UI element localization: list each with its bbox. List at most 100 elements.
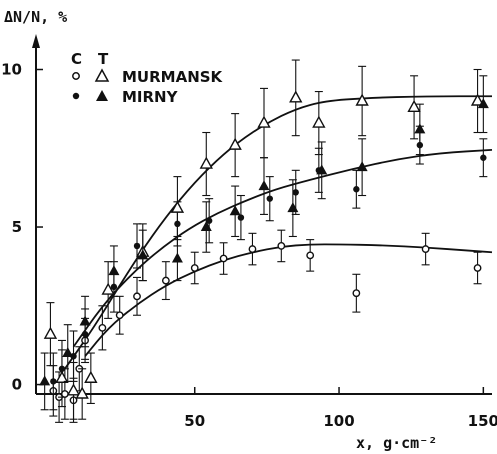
marker-open-triangle [84,370,98,383]
marker-filled-triangle [229,205,241,216]
point-filled-triangle [171,235,183,282]
legend-open-circle-icon [72,72,80,80]
y-tick-label: 5 [12,218,22,236]
point-filled-triangle [229,185,241,238]
marker-filled-triangle [477,98,489,109]
marker-filled-circle [70,352,77,360]
marker-open-triangle [228,137,242,150]
legend-open-triangle-icon [94,68,110,82]
x-tick-label: 50 [184,412,205,430]
marker-open-circle [133,292,141,301]
marker-filled-triangle [62,347,74,358]
point-open-circle [190,251,199,285]
marker-filled-circle [480,154,487,161]
point-open-triangle [289,59,303,137]
ticks: 50 100 150 0 5 10 [1,61,497,430]
y-axis-arrow [32,34,40,48]
marker-open-circle [60,390,69,398]
y-axis-label: ΔN/N, % [4,8,67,26]
point-open-triangle [470,68,485,134]
marker-open-circle [421,245,430,253]
point-open-triangle [84,352,98,405]
marker-open-circle [352,289,361,298]
point-open-triangle [101,261,115,319]
point-filled-triangle [414,103,426,156]
point-filled-triangle [62,324,74,382]
marker-open-triangle [101,282,115,295]
point-filled-circle [49,352,58,411]
point-open-triangle [75,368,89,420]
marker-open-circle [473,264,482,272]
marker-open-triangle [257,115,271,128]
point-open-triangle [55,349,69,408]
marker-open-triangle [66,383,81,396]
marker-filled-circle [266,195,273,202]
marker-open-circle [98,323,107,332]
marker-filled-triangle [414,123,426,134]
point-filled-triangle [258,157,270,215]
point-open-triangle [170,176,185,241]
marker-open-triangle [289,90,303,103]
point-open-circle [473,251,482,285]
legend-label-murmansk: MURMANSK [122,68,224,86]
marker-open-triangle [170,200,185,213]
marker-filled-triangle [287,202,299,213]
axes [32,34,492,395]
point-open-circle [306,239,315,272]
point-filled-triangle [200,201,212,253]
legend-label-mirny: MIRNY [122,88,179,106]
point-filled-triangle [316,141,328,200]
marker-open-triangle [43,326,58,339]
point-filled-triangle [79,295,91,348]
marker-filled-circle [50,378,57,385]
marker-open-triangle [355,93,369,106]
marker-open-triangle [470,93,485,106]
point-open-triangle [66,361,81,420]
marker-open-circle [306,251,315,260]
marker-open-triangle [407,99,421,113]
point-filled-triangle [356,138,368,197]
point-filled-triangle [108,245,120,297]
marker-open-triangle [55,370,69,383]
point-filled-circle [265,176,274,222]
marker-filled-triangle [108,265,120,276]
point-filled-circle [133,223,142,269]
marker-filled-circle [205,217,213,224]
point-filled-triangle [287,179,299,238]
point-open-triangle [228,113,242,178]
point-filled-triangle [477,75,489,134]
point-open-circle [352,273,361,313]
y-tick-label: 10 [1,61,22,79]
x-axis-label: x, g·cm⁻² [356,434,437,452]
point-open-circle [133,276,142,316]
legend-filled-circle-icon [72,92,80,100]
y-tick-label: 0 [12,376,22,394]
fit-curve-open-triangle [64,95,492,370]
point-open-triangle [312,91,326,156]
point-open-triangle [199,131,213,197]
marker-filled-circle [133,242,141,250]
point-open-circle [277,229,286,263]
point-open-circle [421,232,430,266]
marker-filled-triangle [39,375,51,386]
marker-filled-circle [292,189,299,196]
point-filled-circle [205,198,214,244]
marker-filled-triangle [356,161,368,172]
point-filled-triangle [137,229,149,282]
fit-curves [64,95,493,370]
marker-filled-triangle [171,252,183,263]
point-filled-circle [479,138,488,178]
point-open-triangle [43,302,58,367]
marker-open-triangle [312,115,326,128]
marker-open-circle [219,254,228,263]
point-open-circle [219,242,228,275]
legend-header-c: C [71,50,82,68]
marker-open-circle [161,276,170,285]
marker-filled-triangle [200,221,212,232]
point-filled-triangle [39,352,51,411]
marker-filled-triangle [79,315,91,326]
marker-filled-circle [237,214,245,221]
marker-open-circle [277,242,286,250]
legend: C T MURMANSK MIRNY [71,50,224,106]
point-open-triangle [407,75,421,140]
